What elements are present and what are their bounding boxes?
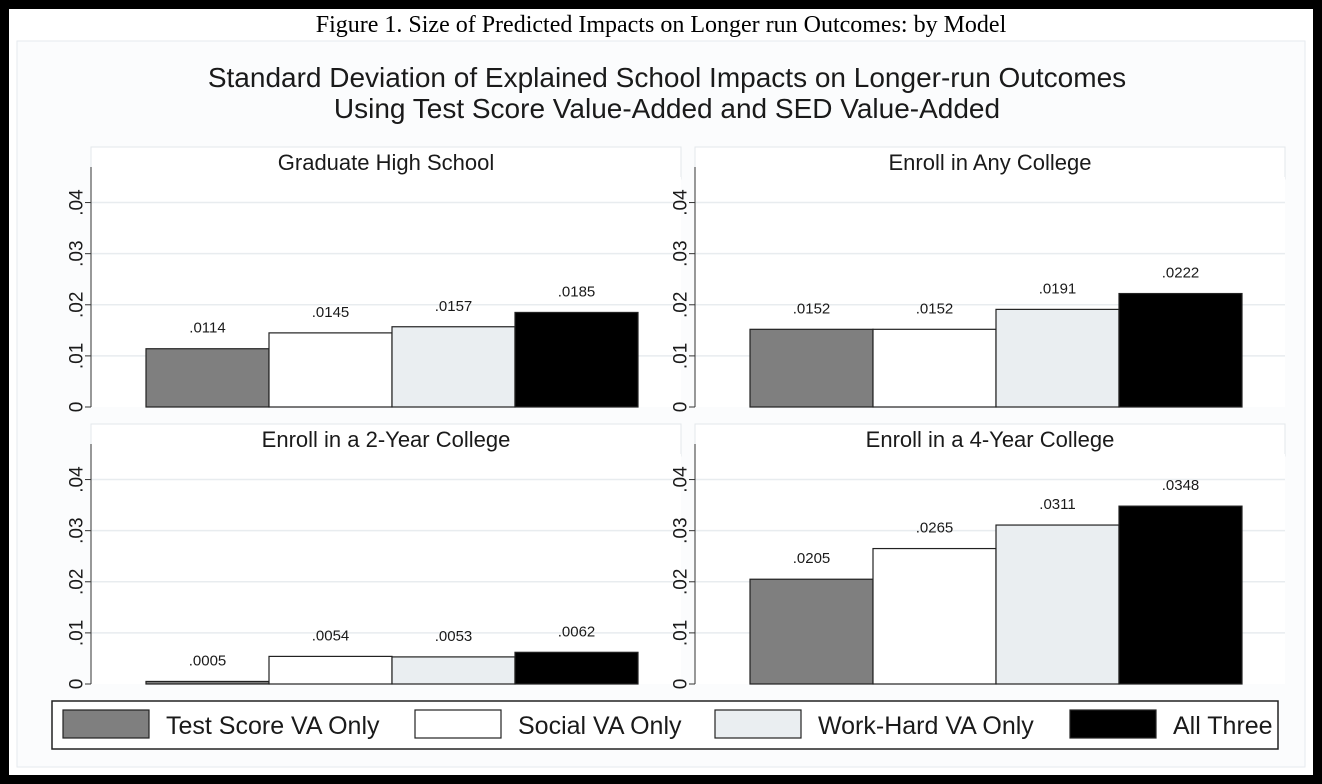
legend-key [414,709,502,739]
data-label: .0185 [558,283,596,300]
data-label: .0152 [916,300,954,317]
y-tick-label: .02 [671,569,692,595]
legend-label: All Three [1173,712,1273,740]
figure-frame: Figure 1. Size of Predicted Impacts on L… [9,9,1313,775]
y-tick-label: 0 [67,402,88,413]
y-tick-label: .04 [67,466,88,493]
data-label: .0145 [312,304,350,321]
panel-2: Enroll in Any College 0 .01 .02 .03 .04 .0152.… [671,146,1286,413]
y-tick-label: .01 [671,343,692,369]
bar-test-score-va-only [145,348,270,408]
y-tick-label: 0 [67,679,88,690]
bar-all-three [514,651,639,685]
chart: Standard Deviation of Explained School I… [16,40,1306,768]
bar-all-three [1118,505,1243,685]
bar-test-score-va-only [749,328,874,408]
data-label: .0053 [435,628,473,645]
bar-test-score-va-only [145,680,270,685]
data-label: .0005 [189,652,227,669]
y-tick-label: .03 [67,240,88,266]
data-label: .0152 [793,300,831,317]
legend-label: Work-Hard VA Only [818,712,1034,740]
bar-social-va-only [872,547,997,685]
panel-title: Enroll in a 4-Year College [866,427,1115,452]
panel-1: Graduate High School 0 .01 .02 .03 .04 .0114 .0… [67,146,682,413]
bar-work-hard-va-only [391,656,516,685]
panel-title-box [90,146,682,180]
bar-work-hard-va-only [995,308,1120,408]
y-tick-label: .01 [67,343,88,369]
legend: Test Score VA Only Social VA Only Work-Har… [51,700,1279,750]
chart-title: Standard Deviation of Explained School I… [208,62,1126,93]
bar-all-three [514,311,639,408]
data-label: .0114 [189,320,225,337]
data-label: .0348 [1162,477,1200,494]
panel-title-box [90,423,682,457]
legend-label: Test Score VA Only [166,712,380,740]
panel-4: Enroll in a 4-Year College 0 .01 .02 .03 .04.… [671,423,1286,690]
plot-area [91,454,681,684]
bar-social-va-only [268,332,393,408]
y-tick-label: .02 [67,292,88,318]
y-tick-label: .03 [67,517,88,543]
legend-key [1069,709,1157,739]
y-tick-label: .02 [67,569,88,595]
y-tick-label: .04 [67,189,88,216]
y-tick-label: .04 [671,466,692,493]
y-tick-label: .01 [671,620,692,646]
data-label: .0157 [435,298,473,315]
legend-key [62,709,150,739]
bar-social-va-only [268,655,393,685]
y-tick-label: .03 [671,240,692,266]
data-label: .0222 [1162,265,1200,282]
legend-key [714,709,802,739]
bar-all-three [1118,292,1243,408]
y-tick-label: 0 [671,679,692,690]
legend-label: Social VA Only [518,712,682,740]
bar-work-hard-va-only [391,326,516,408]
y-tick-label: .03 [671,517,692,543]
bar-social-va-only [872,328,997,408]
y-tick-label: .04 [671,189,692,216]
data-label: .0062 [558,623,596,640]
data-label: .0265 [916,520,954,537]
data-label: .0311 [1039,496,1075,513]
figure-caption: Figure 1. Size of Predicted Impacts on L… [315,12,1007,38]
panel-3: Enroll in a 2-Year College 0 .01 .02 .03 .04.… [67,423,682,690]
bar-test-score-va-only [749,578,874,685]
panel-title: Graduate High School [278,150,494,175]
panel-title-box [694,423,1286,457]
bar-work-hard-va-only [995,524,1120,685]
panel-title: Enroll in Any College [888,150,1091,175]
data-label: .0205 [793,550,831,567]
panel-title: Enroll in a 2-Year College [262,427,511,452]
y-tick-label: .02 [671,292,692,318]
data-label: .0054 [312,627,350,644]
data-label: .0191 [1039,280,1077,297]
y-tick-label: 0 [671,402,692,413]
y-tick-label: .01 [67,620,88,646]
chart-subtitle: Using Test Score Value-Added and SED Val… [334,93,1000,124]
